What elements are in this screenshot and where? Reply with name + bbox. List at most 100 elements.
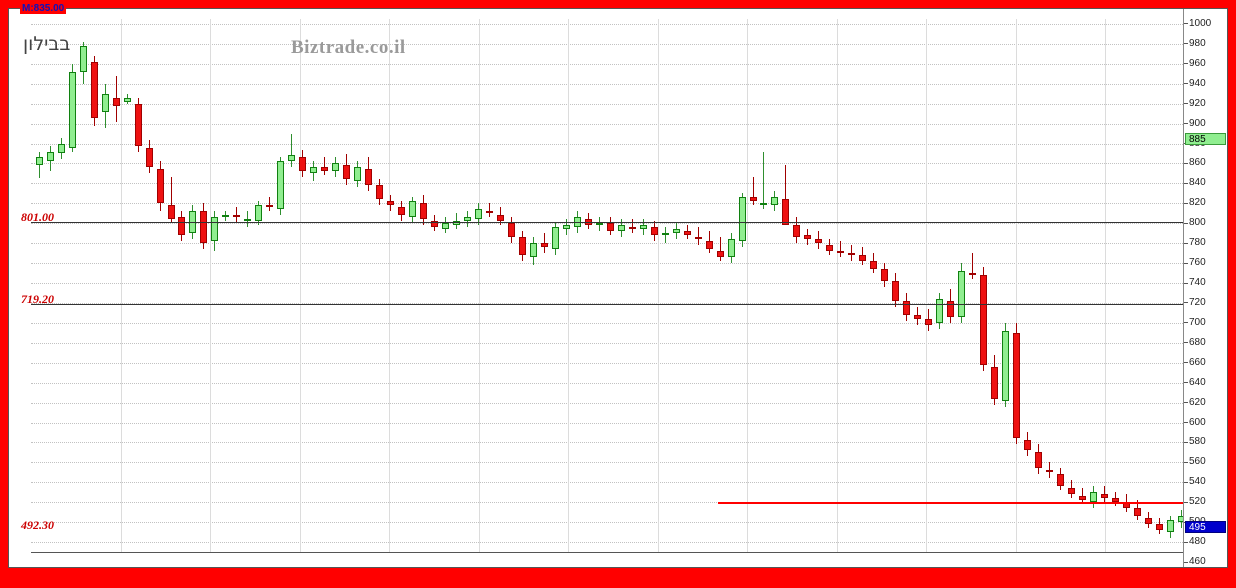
candlestick <box>650 221 658 242</box>
candlestick <box>1089 486 1097 509</box>
candlestick <box>826 239 834 256</box>
candle-wick <box>840 241 842 258</box>
gridline-horizontal <box>31 163 1195 165</box>
candlestick <box>409 197 417 224</box>
candle-body <box>947 300 955 317</box>
axis-tick-mark <box>1184 23 1188 25</box>
candle-wick <box>697 227 699 246</box>
candle-wick <box>752 177 754 206</box>
axis-tick-label: 520 <box>1189 496 1206 508</box>
candle-body <box>222 215 230 218</box>
axis-tick: 560 <box>1184 457 1227 468</box>
candlestick <box>749 177 757 206</box>
candlestick <box>79 41 87 84</box>
gridline-horizontal <box>31 183 1195 185</box>
candlestick <box>321 157 329 176</box>
gridline-vertical <box>120 19 122 567</box>
watermark-label: Biztrade.co.il <box>291 37 406 58</box>
gridline-vertical <box>299 19 301 567</box>
candlestick <box>90 55 98 126</box>
plot-clip <box>31 19 1195 567</box>
candlestick <box>1133 500 1141 521</box>
candle-body <box>1078 496 1086 501</box>
axis-tick-mark <box>1184 222 1188 224</box>
top-value-label: M:835.00 <box>20 3 67 14</box>
candle-body <box>299 157 307 172</box>
time-axis[interactable] <box>31 552 1183 567</box>
candle-body <box>200 211 208 244</box>
axis-tick-mark <box>1184 282 1188 284</box>
axis-tick: 740 <box>1184 278 1227 289</box>
candle-body <box>804 235 812 240</box>
candlestick <box>1046 462 1053 479</box>
candlestick <box>771 191 779 212</box>
candle-body <box>57 143 65 154</box>
price-line <box>31 303 1195 305</box>
gridline-horizontal <box>31 103 1195 105</box>
candle-body <box>387 201 395 206</box>
candle-body <box>892 281 900 301</box>
axis-tick-label: 640 <box>1189 376 1206 388</box>
candle-body <box>617 225 625 232</box>
candle-body <box>211 217 219 242</box>
candle-body <box>683 231 691 236</box>
gridline-horizontal <box>31 143 1195 145</box>
candle-body <box>255 205 263 222</box>
candle-wick <box>972 253 974 280</box>
gridline-horizontal <box>31 362 1195 364</box>
candle-body <box>782 199 790 226</box>
axis-tick-label: 900 <box>1189 117 1206 129</box>
candlestick <box>507 217 515 244</box>
plot-area[interactable] <box>31 19 1195 567</box>
axis-badge-high: 885 <box>1185 132 1226 145</box>
candle-body <box>277 161 285 210</box>
axis-tick-label: 600 <box>1189 416 1206 428</box>
candle-body <box>376 185 384 200</box>
candle-body <box>1035 452 1043 469</box>
candlestick <box>145 139 153 174</box>
candlestick <box>694 227 702 246</box>
candle-body <box>233 215 241 218</box>
candle-body <box>716 251 724 258</box>
candle-body <box>639 225 647 230</box>
candlestick <box>518 231 526 262</box>
price-line <box>31 222 1195 224</box>
candlestick <box>903 293 911 321</box>
candlestick <box>892 273 900 307</box>
candle-body <box>1111 498 1119 503</box>
axis-tick-mark <box>1184 262 1188 264</box>
gridline-horizontal <box>31 302 1195 304</box>
gridline-horizontal <box>31 43 1195 45</box>
candlestick <box>969 253 977 280</box>
axis-tick: 660 <box>1184 357 1227 369</box>
candle-body <box>771 197 779 206</box>
price-axis[interactable]: 1000980960940920900880860840820800780760… <box>1183 9 1227 567</box>
candlestick <box>167 177 175 224</box>
candle-body <box>1056 474 1064 487</box>
candle-body <box>1155 524 1163 531</box>
candle-body <box>1067 488 1075 495</box>
candle-body <box>540 243 548 248</box>
gridline-horizontal <box>31 263 1195 265</box>
candle-body <box>936 298 944 323</box>
gridline-horizontal <box>31 502 1195 504</box>
candle-body <box>79 45 87 72</box>
candlestick <box>57 137 65 160</box>
axis-tick: 640 <box>1184 376 1227 389</box>
candlestick <box>123 93 131 104</box>
axis-tick: 540 <box>1184 477 1227 488</box>
axis-tick-mark <box>1184 242 1188 244</box>
candle-body <box>321 167 329 172</box>
candlestick <box>716 237 724 262</box>
axis-tick-label: 680 <box>1189 336 1206 348</box>
candle-body <box>793 225 801 238</box>
candlestick <box>793 217 801 244</box>
gridline-vertical <box>836 19 838 567</box>
gridline-horizontal <box>31 462 1195 464</box>
candlestick <box>1111 492 1119 507</box>
candlestick <box>1155 518 1163 535</box>
candlestick <box>672 223 680 240</box>
candle-body <box>1024 440 1032 451</box>
candlestick <box>299 149 307 178</box>
candle-body <box>760 203 768 206</box>
